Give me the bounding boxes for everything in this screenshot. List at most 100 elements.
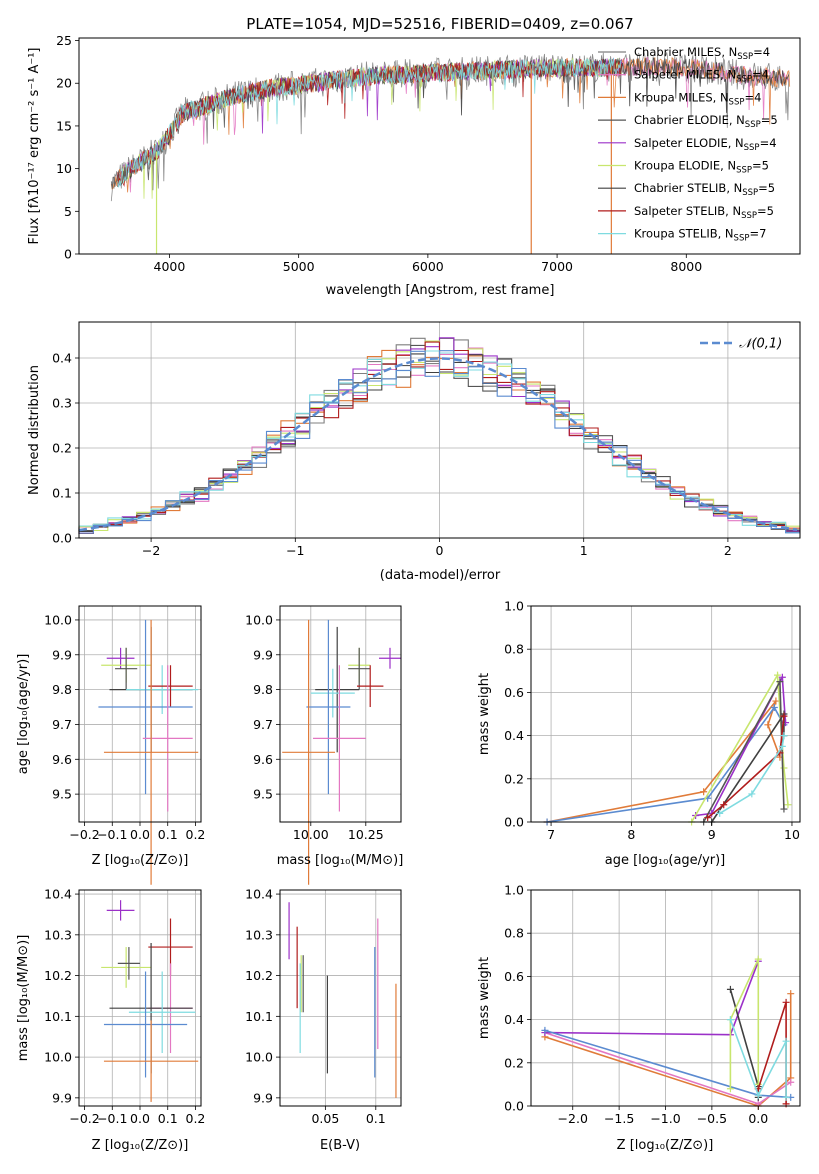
y-tick-label: 0.0 xyxy=(52,531,72,546)
x-tick-label: 6000 xyxy=(412,259,444,274)
legend-subscript: SSP xyxy=(742,188,758,198)
y-tick-label: 0.2 xyxy=(504,771,524,786)
y-tick-label: 9.5 xyxy=(52,787,72,802)
weight-marker xyxy=(780,712,788,720)
x-tick-label: −0.1 xyxy=(97,827,127,842)
y-tick-label: 10.0 xyxy=(44,612,72,627)
spectrum-series-8 xyxy=(117,57,622,188)
residuals-xlabel: (data-model)/error xyxy=(380,568,501,583)
y-tick-label: 10.2 xyxy=(44,968,72,983)
weight-marker xyxy=(704,814,712,822)
y-tick-label: 25 xyxy=(56,33,72,48)
x-tick-label: 0.05 xyxy=(311,1111,339,1126)
y-tick-label: 9.9 xyxy=(52,647,72,662)
errorbar-point-8 xyxy=(103,619,199,885)
errorbar-point-3 xyxy=(117,947,140,980)
y-tick-label: 0.2 xyxy=(52,441,72,456)
errorbar-point-2 xyxy=(115,647,138,690)
errorbar-point-6 xyxy=(98,619,193,795)
y-tick-label: 10.1 xyxy=(245,1009,273,1024)
legend-label-8: Kroupa STELIB, NSSP=7 xyxy=(634,227,766,244)
x-tick-label: 0.2 xyxy=(186,827,206,842)
y-tick-label: 1.0 xyxy=(504,599,524,614)
errorbar-point-7 xyxy=(142,665,193,812)
age-vs-Z-panel: −0.2−0.1 0.0 0.1 0.2 9.5 9.6 9.7 9.8 9.9 10.0 Z [… xyxy=(16,605,206,885)
legend-label-normal: 𝒩(0,1) xyxy=(739,337,782,352)
weight-marker xyxy=(764,721,772,729)
errorbar-point-0 xyxy=(379,647,401,669)
legend-count: =5 xyxy=(761,113,778,127)
weight-marker xyxy=(720,801,728,809)
y-tick-label: 0 xyxy=(64,247,72,262)
y-tick-label: 0.1 xyxy=(52,486,72,501)
y-tick-label: 0.4 xyxy=(504,728,524,743)
y-tick-label: 9.6 xyxy=(253,752,273,767)
x-tick-label: 10.00 xyxy=(293,827,329,842)
weight-vs-age-panel: 7 8 9 10 0.0 0.2 0.4 0.6 0.8 1.0 age [log₁₀(age/y… xyxy=(477,599,801,868)
y-tick-label: 10.3 xyxy=(44,927,72,942)
y-tick-label: 10.2 xyxy=(245,968,273,983)
legend-label-0: Chabrier MILES, NSSP=4 xyxy=(634,45,770,62)
x-tick-label: 7000 xyxy=(541,259,573,274)
y-tick-label: 10.0 xyxy=(245,1050,273,1065)
weight-vs-age-axes-frame xyxy=(530,605,801,823)
x-tick-label: −0.1 xyxy=(97,1111,127,1126)
weight-marker xyxy=(784,801,792,809)
weight-marker xyxy=(754,955,762,963)
weight-marker xyxy=(782,1093,790,1101)
y-tick-label: 0.8 xyxy=(504,926,524,941)
weight-marker xyxy=(782,998,790,1006)
y-tick-label: 9.9 xyxy=(253,1090,273,1105)
x-tick-label: 2 xyxy=(724,543,732,558)
weight-marker xyxy=(754,1091,762,1099)
errorbar-point-6 xyxy=(128,971,196,1054)
weight-marker xyxy=(778,742,786,750)
errorbar-point-0 xyxy=(106,900,135,921)
age-vs-mass-xlabel: mass [log₁₀(M/M⊙)] xyxy=(277,853,404,868)
errorbar-point-2 xyxy=(101,947,152,988)
spectrum-xlabel: wavelength [Angstrom, rest frame] xyxy=(326,283,555,298)
y-tick-label: 0.0 xyxy=(504,1099,524,1114)
mass-vs-EBV-xlabel: E(B-V) xyxy=(320,1138,360,1153)
weight-vs-Z-panel: −2.0 −1.5 −1.0 −0.5 0.0 0.0 0.2 0.4 0.6 0.8 1.0 Z … xyxy=(477,883,801,1153)
age-vs-mass-panel: 10.00 10.25 9.5 9.6 9.7 9.8 9.9 10.0 mass [log₁… xyxy=(245,605,404,885)
weight-marker xyxy=(787,1078,795,1086)
x-tick-label: 0.1 xyxy=(158,1111,178,1126)
legend-count: =5 xyxy=(752,159,769,173)
weight-marker xyxy=(780,805,788,813)
x-tick-label: 0.0 xyxy=(748,1111,768,1126)
weight-vs-age-ylabel: mass weight xyxy=(477,673,492,755)
legend-subscript: SSP xyxy=(741,211,757,221)
x-tick-label: 0 xyxy=(436,543,444,558)
weight-series-2 xyxy=(695,674,787,817)
spectrum-legend: Chabrier MILES, NSSP=4 Salpeter MILES, NS… xyxy=(598,45,778,244)
legend-subscript: SSP xyxy=(729,97,745,107)
weight-marker xyxy=(716,809,724,817)
errorbar-point-7 xyxy=(103,971,188,1078)
weight-marker xyxy=(772,697,780,705)
x-tick-label: 0.1 xyxy=(158,827,178,842)
x-tick-label: −2 xyxy=(142,543,160,558)
x-tick-label: −0.5 xyxy=(697,1111,727,1126)
legend-label-7: Salpeter STELIB, NSSP=5 xyxy=(634,204,774,221)
weight-vs-age-xlabel: age [log₁₀(age/yr)] xyxy=(605,853,726,868)
residuals-panel: −2 −1 0 1 2 0.0 0.1 0.2 0.3 0.4 (data-model)/erro… xyxy=(27,321,801,583)
y-tick-label: 0.0 xyxy=(504,815,524,830)
x-tick-label: −0.2 xyxy=(69,1111,99,1126)
errorbar-point-4 xyxy=(310,668,355,718)
y-tick-label: 1.0 xyxy=(504,883,524,898)
legend-subscript: SSP xyxy=(736,75,752,85)
weight-marker xyxy=(748,790,756,798)
mass-vs-Z-ylabel: mass [log₁₀(M/M⊙)] xyxy=(16,935,31,1062)
weight-marker xyxy=(782,1037,790,1045)
y-tick-label: 5 xyxy=(64,204,72,219)
y-tick-label: 0.8 xyxy=(504,642,524,657)
weight-vs-Z-ylabel: mass weight xyxy=(477,957,492,1039)
y-tick-label: 0.2 xyxy=(504,1055,524,1070)
age-vs-Z-xlabel: Z [log₁₀(Z/Z⊙)] xyxy=(92,853,189,868)
weight-marker xyxy=(541,1026,549,1034)
errorbar-point-4 xyxy=(126,665,199,714)
y-tick-label: 9.9 xyxy=(253,647,273,662)
mass-vs-Z-xlabel: Z [log₁₀(Z/Z⊙)] xyxy=(92,1138,189,1153)
age-vs-Z-ylabel: age [log₁₀(age/yr)] xyxy=(16,654,31,775)
